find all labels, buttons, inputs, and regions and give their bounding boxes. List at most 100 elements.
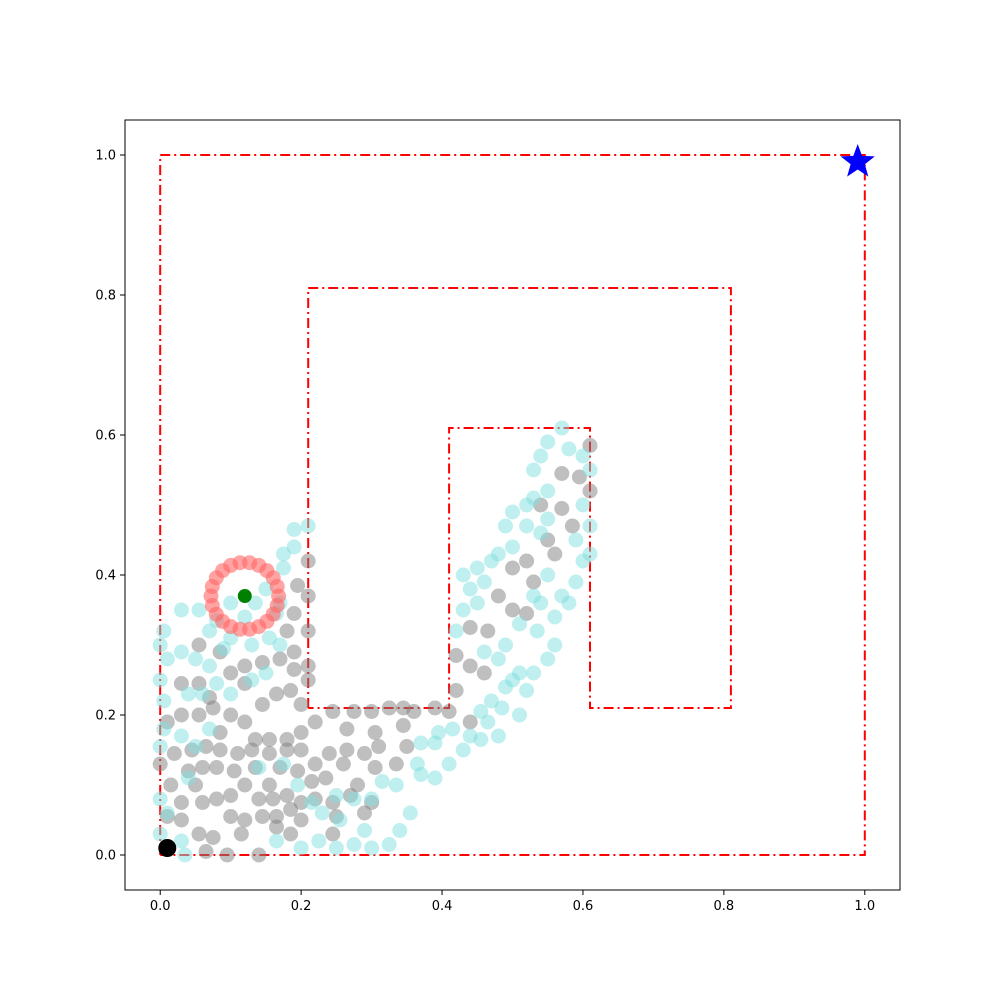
maze-inner-wall xyxy=(307,287,732,709)
cyan-point xyxy=(173,728,189,744)
gray-point xyxy=(223,665,239,681)
gray-point xyxy=(519,606,535,621)
gray-point xyxy=(346,704,362,719)
cyan-point xyxy=(180,770,196,786)
cyan-point xyxy=(547,609,563,625)
gray-point xyxy=(547,546,563,562)
cyan-point xyxy=(332,812,348,828)
cyan-point xyxy=(244,672,260,688)
cyan-point xyxy=(216,641,232,656)
gray-point xyxy=(261,777,277,793)
gray-point xyxy=(166,746,182,761)
y-tick-label: 0.0 xyxy=(95,849,116,864)
cyan-point xyxy=(431,725,446,740)
gray-point xyxy=(251,847,267,863)
cyan-point xyxy=(455,742,471,758)
maze-walls xyxy=(159,154,866,856)
cyan-point xyxy=(561,441,577,457)
cyan-point xyxy=(152,826,168,842)
x-tick-label: 0.0 xyxy=(150,899,171,914)
gray-point xyxy=(582,483,598,499)
gray-point xyxy=(279,732,295,747)
cyan-point xyxy=(409,756,425,772)
gray-point xyxy=(335,756,351,772)
cyan-point xyxy=(388,777,404,793)
cyan-point xyxy=(290,777,306,793)
gray-point xyxy=(237,777,253,793)
cyan-point xyxy=(237,609,253,625)
cyan-point xyxy=(173,644,189,660)
cyan-point xyxy=(540,651,556,667)
cyan-point xyxy=(276,546,291,562)
cyan-point xyxy=(554,588,570,604)
cyan-point xyxy=(276,560,291,576)
cyan-point xyxy=(293,840,309,856)
cyan-point xyxy=(251,760,267,775)
gray-point xyxy=(427,700,443,716)
gray-point xyxy=(318,770,334,786)
cyan-point xyxy=(286,539,302,555)
cyan-point xyxy=(483,693,499,709)
gray-point xyxy=(233,826,249,842)
cyan-point xyxy=(156,693,172,709)
gray-point xyxy=(261,746,277,761)
gray-point xyxy=(300,658,316,674)
gray-point xyxy=(388,756,404,772)
cyan-point xyxy=(512,665,527,681)
cyan-point xyxy=(455,602,471,618)
cyan-point xyxy=(328,840,344,856)
cyan-point xyxy=(427,770,443,786)
gray-point xyxy=(571,469,587,485)
cyan-point xyxy=(152,739,168,754)
maze-outer-wall xyxy=(159,154,866,856)
gray-point xyxy=(251,791,267,807)
gray-point xyxy=(290,578,306,593)
gray-point xyxy=(209,791,225,807)
cyan-point xyxy=(533,448,549,464)
gray-point xyxy=(357,805,372,821)
cyan-point xyxy=(311,833,327,849)
axes: 0.0 0.2 0.4 0.6 0.8 1.0 0.0 0.2 0.4 0.6 0.8 1.0 xyxy=(95,149,875,915)
cyan-point xyxy=(554,420,570,436)
gray-point xyxy=(265,791,281,807)
gray-point xyxy=(286,644,302,660)
gray-point xyxy=(247,732,263,747)
sensor-ring xyxy=(203,555,287,637)
cyan-point xyxy=(476,574,492,590)
gray-point xyxy=(195,760,210,775)
cyan-point xyxy=(568,532,584,548)
cyan-point xyxy=(209,676,225,691)
gray-point xyxy=(283,826,299,842)
cyan-point xyxy=(505,504,520,520)
gray-point xyxy=(448,648,464,663)
cyan-point xyxy=(261,630,277,646)
gray-point xyxy=(381,700,397,716)
gray-point xyxy=(357,746,372,761)
cyan-point xyxy=(441,756,457,772)
cyan-point xyxy=(159,651,175,667)
y-tick-label: 1.0 xyxy=(95,149,116,164)
gray-point xyxy=(519,553,535,569)
gray-point xyxy=(321,746,337,761)
gray-point xyxy=(325,826,341,842)
gray-point xyxy=(564,518,580,534)
gray-point xyxy=(269,809,284,824)
start-point xyxy=(158,839,177,857)
gray-point xyxy=(339,721,355,737)
gray-point xyxy=(293,697,309,712)
cyan-point xyxy=(512,707,527,723)
gray-point xyxy=(325,704,341,719)
gray-point xyxy=(462,620,478,635)
cyan-point xyxy=(462,728,478,744)
gray-point xyxy=(254,809,270,824)
cyan-point xyxy=(498,637,513,653)
gray-point xyxy=(191,637,207,653)
cyan-point xyxy=(188,651,203,667)
cyan-point xyxy=(575,497,591,513)
gray-point xyxy=(300,672,316,688)
gray-point xyxy=(191,826,207,842)
gray-point xyxy=(209,760,225,775)
gray-point xyxy=(237,812,253,828)
cyan-point xyxy=(575,448,591,464)
swarm-points xyxy=(152,420,598,863)
